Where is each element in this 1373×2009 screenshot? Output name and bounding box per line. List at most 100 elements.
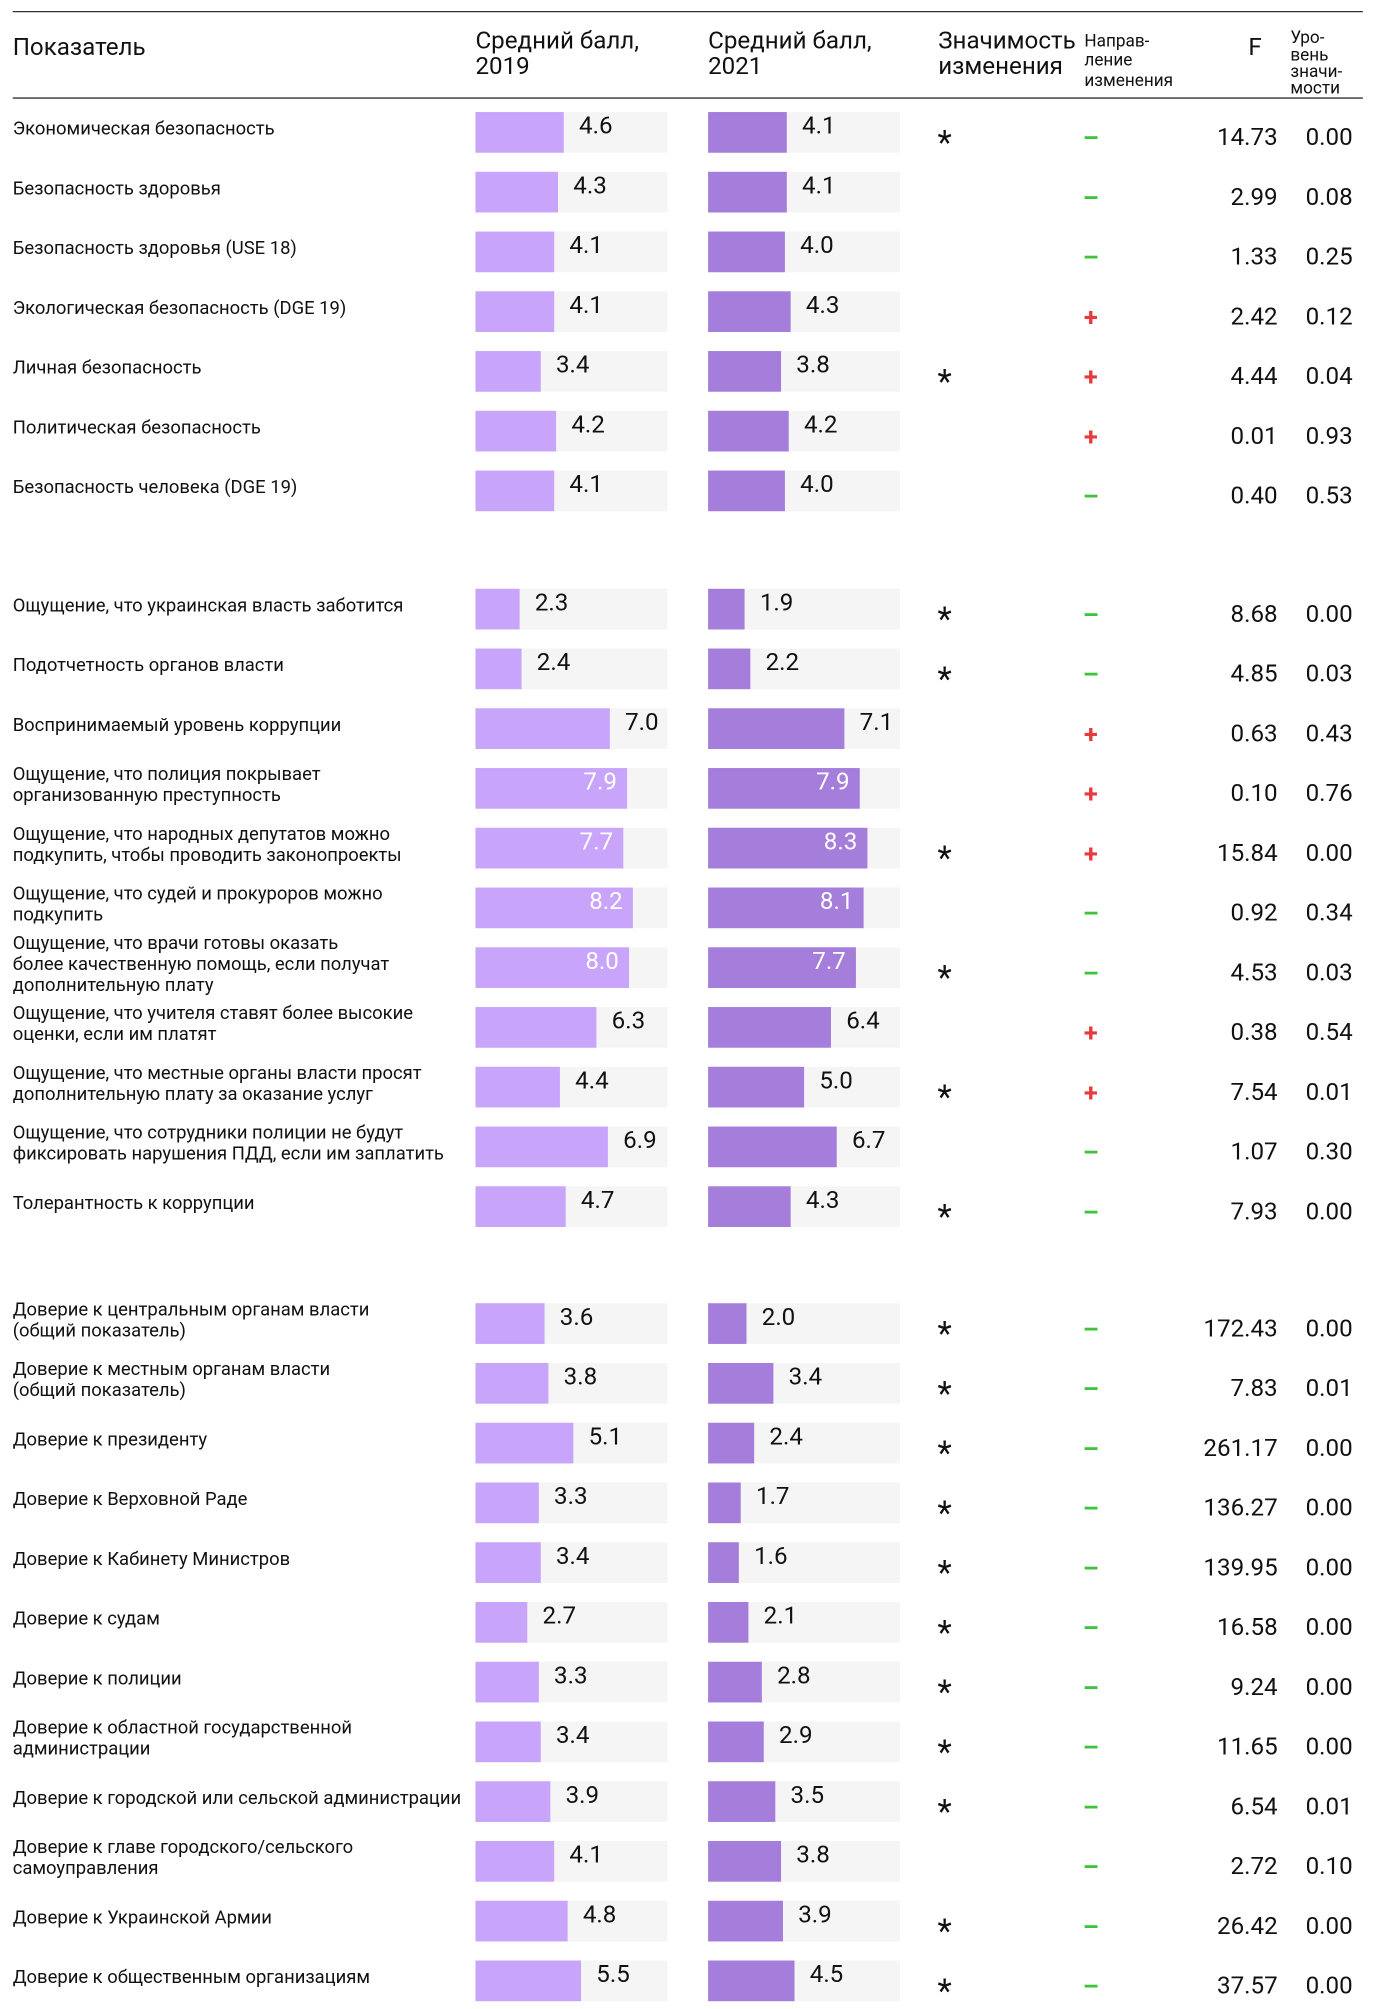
bar-value: 4.2 — [571, 410, 605, 438]
header-level: значи- — [1290, 62, 1342, 82]
row-label: Ощущение, что врачи готовы оказать — [13, 933, 339, 954]
bar-value: 8.0 — [585, 947, 619, 975]
bar — [475, 1602, 528, 1643]
bar-value: 3.9 — [798, 1900, 832, 1928]
direction-mark: + — [1084, 1078, 1098, 1108]
bar — [475, 1721, 541, 1763]
bar — [708, 827, 868, 869]
row-label: Доверие к судам — [13, 1609, 160, 1630]
bar — [708, 171, 787, 213]
direction-mark: – — [1083, 660, 1099, 690]
bar — [475, 231, 555, 273]
bar-value: 4.4 — [575, 1066, 609, 1094]
f-value: 1.33 — [1231, 243, 1278, 271]
bar — [475, 1422, 574, 1464]
row-label: подкупить, чтобы проводить законопроекты — [13, 845, 402, 866]
f-value: 2.72 — [1231, 1852, 1278, 1880]
row-label: Доверие к президенту — [13, 1429, 208, 1450]
bar-value: 2.9 — [779, 1721, 813, 1749]
bar — [708, 1602, 749, 1643]
bar-value: 7.9 — [816, 768, 850, 796]
bar — [708, 351, 782, 392]
direction-mark: – — [1083, 1673, 1099, 1703]
f-value: 0.01 — [1231, 422, 1278, 450]
f-value: 136.27 — [1203, 1494, 1277, 1522]
row-label: администрации — [13, 1739, 151, 1760]
f-value: 0.10 — [1231, 779, 1278, 807]
row-label: (общий показатель) — [13, 1320, 186, 1341]
p-value: 0.00 — [1306, 123, 1353, 151]
significance-mark: * — [937, 1733, 951, 1772]
direction-mark: – — [1083, 600, 1099, 630]
row-label: Экономическая безопасность — [13, 119, 275, 140]
row-label: Доверие к Верховной Раде — [13, 1489, 248, 1510]
row-label: Политическая безопасность — [13, 417, 261, 438]
f-value: 0.40 — [1231, 482, 1278, 510]
significance-mark: * — [937, 601, 951, 640]
row-label: организованную преступность — [13, 785, 281, 806]
direction-mark: – — [1083, 482, 1099, 512]
bar-value: 2.1 — [764, 1602, 798, 1630]
f-value: 172.43 — [1203, 1314, 1277, 1342]
row-label: оценки, если им платят — [13, 1024, 217, 1045]
f-value: 7.93 — [1231, 1197, 1278, 1225]
bar-track — [708, 1542, 901, 1583]
f-value: 26.42 — [1217, 1912, 1278, 1940]
p-value: 0.00 — [1306, 1613, 1353, 1641]
bar — [708, 112, 787, 153]
direction-mark: – — [1083, 1733, 1099, 1763]
header-score_2019: 2019 — [475, 52, 529, 80]
f-value: 4.85 — [1231, 660, 1278, 688]
bar — [708, 1303, 747, 1344]
bar-value: 8.2 — [589, 887, 622, 915]
bar-value: 2.8 — [777, 1661, 811, 1689]
bar — [475, 1900, 568, 1942]
bar — [475, 1186, 566, 1227]
bar — [708, 768, 860, 809]
row-label: подкупить — [13, 905, 103, 926]
significance-mark: * — [937, 1972, 951, 2009]
direction-mark: – — [1083, 1972, 1099, 2002]
bar-value: 5.1 — [589, 1422, 623, 1450]
row-label: Ощущение, что украинская власть заботитс… — [13, 595, 404, 616]
bar — [475, 1960, 582, 2002]
significance-mark: * — [937, 1554, 951, 1593]
direction-mark: – — [1083, 1912, 1099, 1942]
bar — [708, 708, 845, 749]
direction-mark: – — [1083, 1198, 1099, 1228]
bar — [475, 291, 555, 332]
row-label: Доверие к местным органам власти — [13, 1359, 330, 1380]
header-score_2021: 2021 — [708, 52, 762, 80]
direction-mark: – — [1083, 1793, 1099, 1823]
p-value: 0.00 — [1306, 1434, 1353, 1462]
bar — [708, 1542, 739, 1583]
bar-value: 4.5 — [810, 1960, 844, 1988]
f-value: 8.68 — [1231, 600, 1278, 628]
bar-value: 4.3 — [806, 291, 840, 319]
p-value: 0.08 — [1306, 183, 1353, 211]
bar — [475, 1303, 545, 1344]
header-level: вень — [1290, 46, 1328, 66]
bar-value: 2.0 — [762, 1303, 796, 1331]
f-value: 15.84 — [1217, 839, 1278, 867]
header-significance: изменения — [938, 52, 1063, 80]
bar — [708, 648, 751, 690]
bar-value: 3.9 — [566, 1781, 600, 1809]
p-value: 0.00 — [1306, 1912, 1353, 1940]
bar-value: 2.7 — [543, 1602, 576, 1630]
bar — [475, 708, 610, 749]
p-value: 0.93 — [1306, 422, 1353, 450]
bar-value: 4.1 — [569, 1841, 603, 1869]
bar-value: 2.4 — [537, 648, 571, 676]
bar-value: 4.1 — [802, 112, 836, 140]
bar-value: 2.3 — [535, 588, 569, 616]
direction-mark: + — [1084, 422, 1098, 452]
p-value: 0.12 — [1306, 302, 1353, 330]
bar — [708, 1900, 783, 1942]
header-score_2019: Средний балл, — [475, 27, 639, 55]
p-value: 0.03 — [1306, 660, 1353, 688]
bar-value: 3.3 — [554, 1661, 587, 1689]
row-label: Ощущение, что народных депутатов можно — [13, 824, 390, 845]
f-value: 261.17 — [1203, 1434, 1277, 1462]
bar-value: 6.4 — [846, 1007, 880, 1035]
